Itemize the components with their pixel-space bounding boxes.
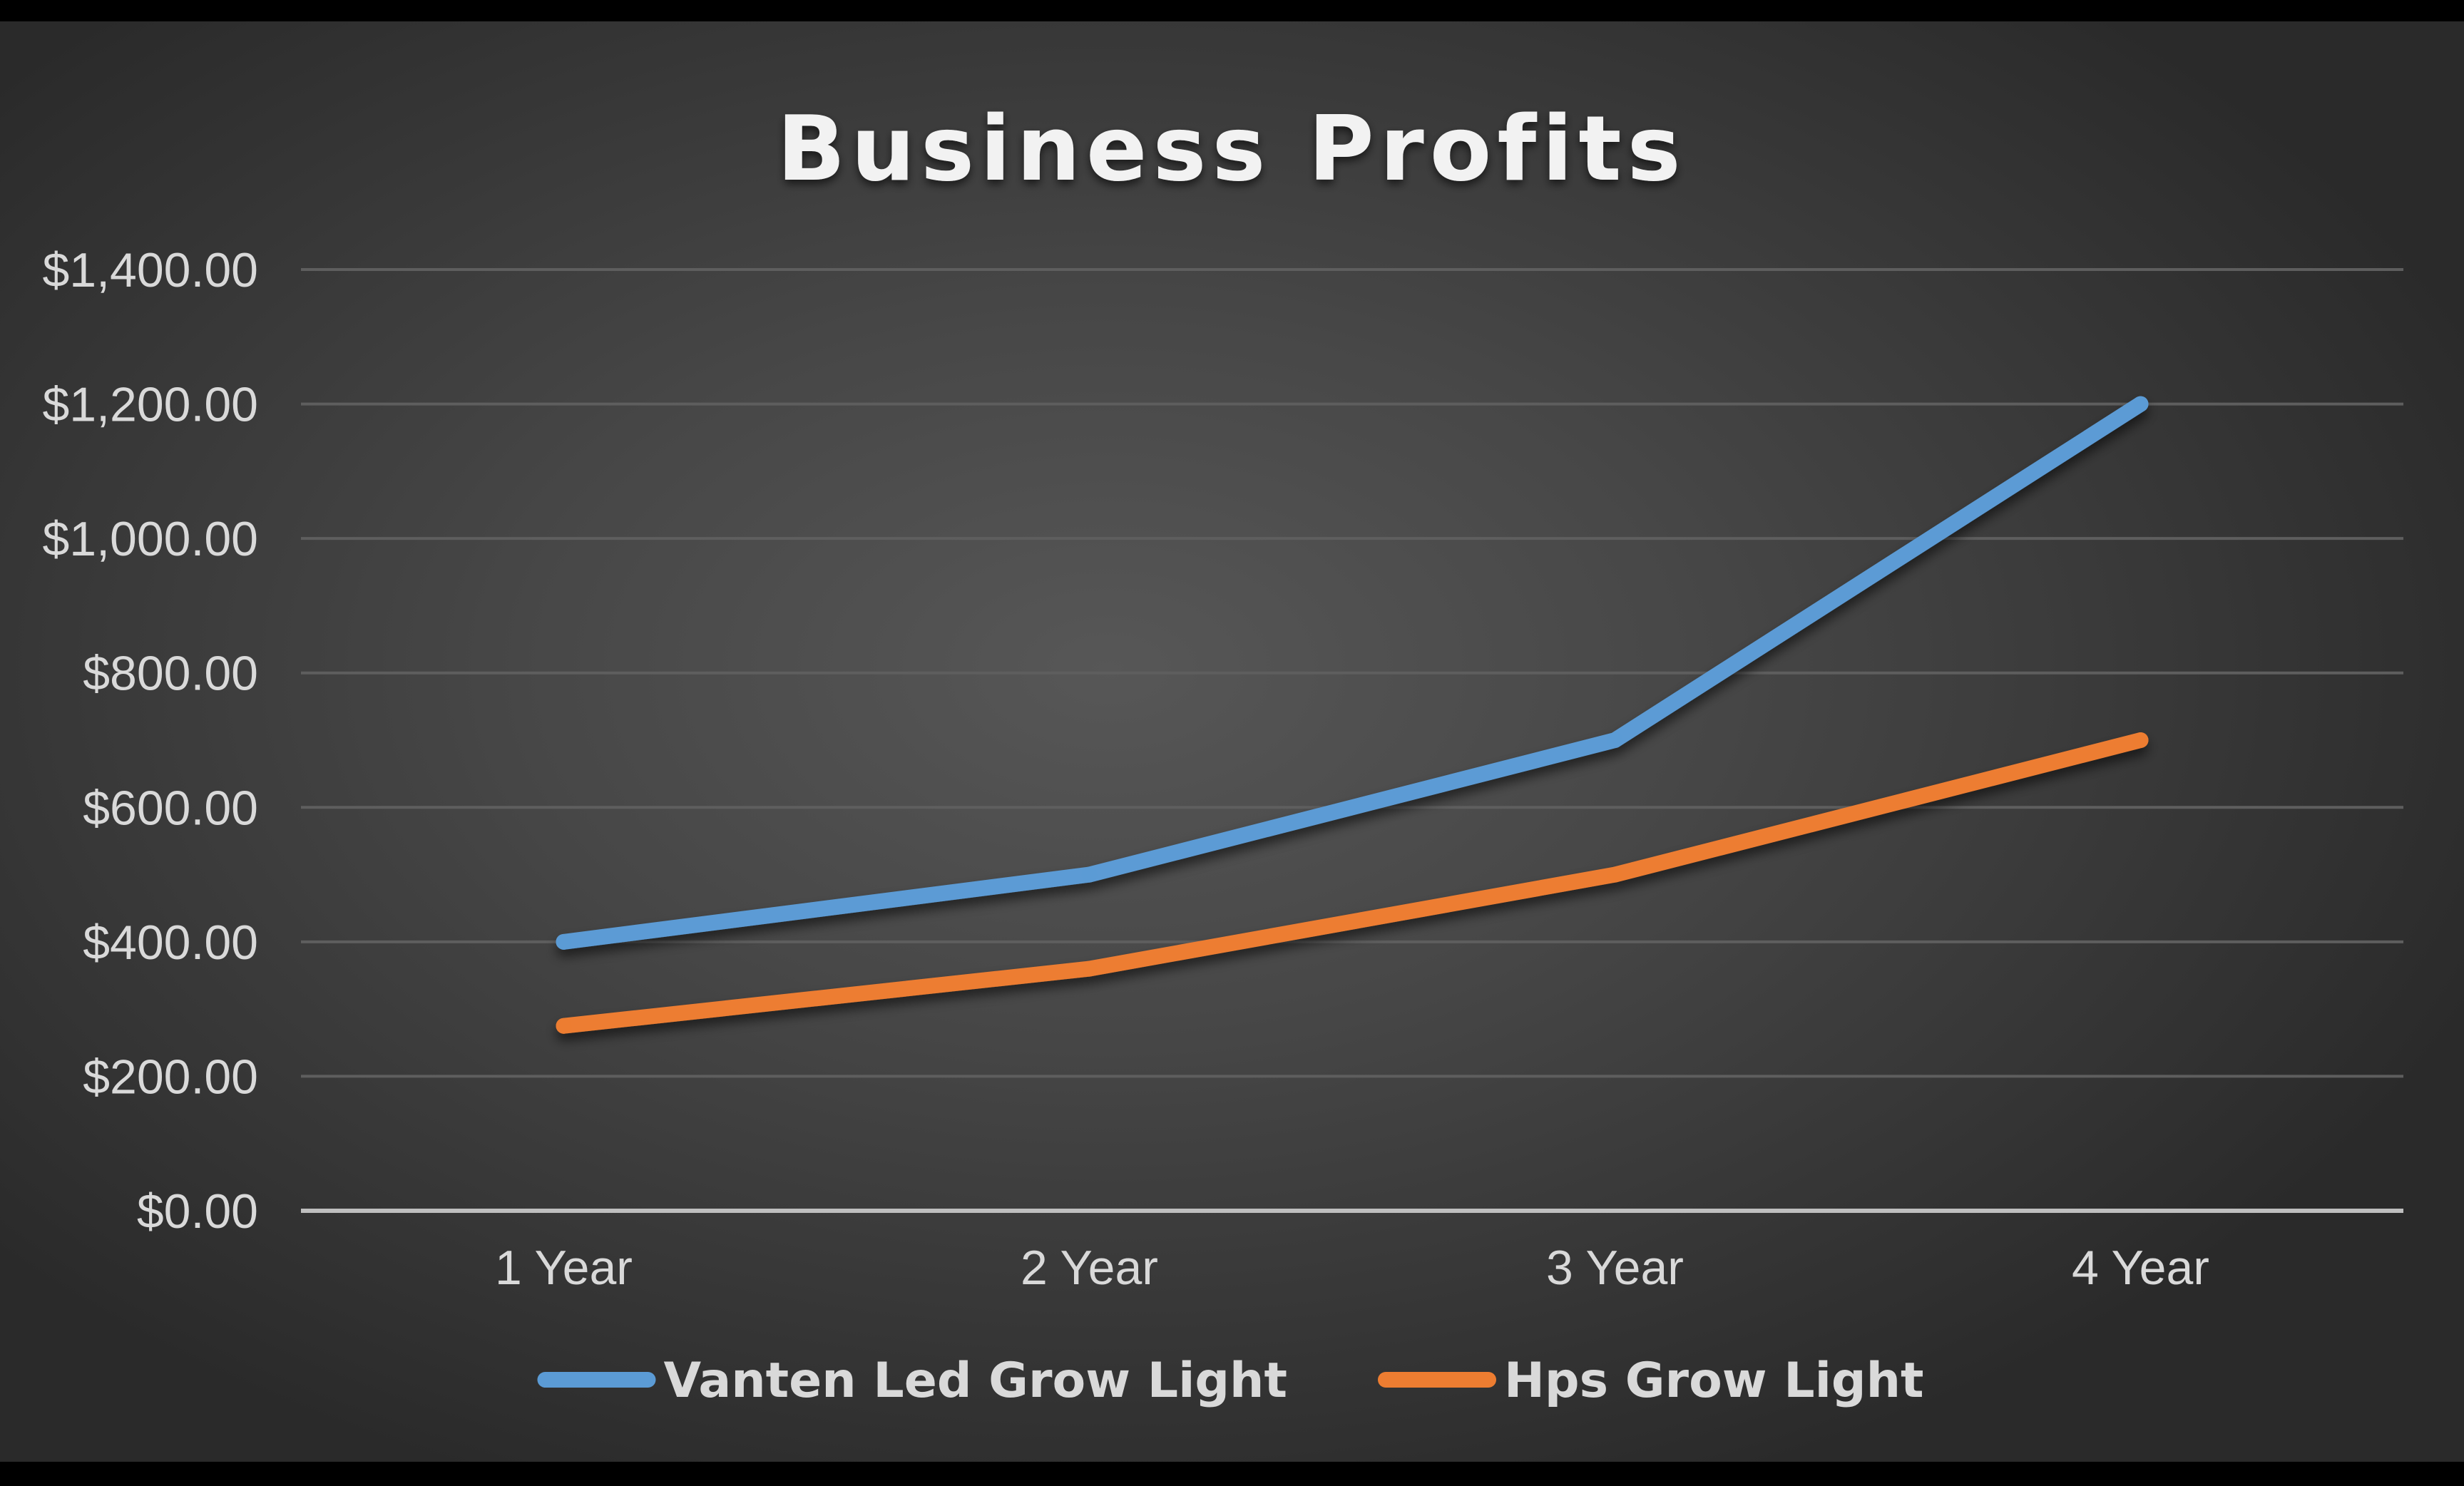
series-1 [556,396,2149,950]
data-point [1607,866,1623,883]
x-tick-label: 3 Year [1546,1241,1684,1295]
x-axis: 1 Year 2 Year 3 Year 4 Year [301,1209,2403,1295]
series-line [556,396,2149,950]
y-tick-label: $1,200.00 [42,378,258,432]
data-point [556,1018,572,1034]
series-lines [556,396,2149,1034]
x-tick-label: 4 Year [2072,1241,2209,1295]
legend-label: Hps Grow Light [1504,1353,1924,1409]
series-line [556,732,2149,1034]
y-tick-label: $600.00 [83,781,258,835]
x-tick-label: 1 Year [495,1241,633,1295]
data-point [556,933,572,950]
data-point [2132,396,2149,412]
x-tick-label: 2 Year [1021,1241,1158,1295]
data-point [1607,732,1623,748]
series-2 [556,732,2149,1034]
y-tick-label: $200.00 [83,1050,258,1104]
chart-title: Business Profits [777,96,1686,201]
y-tick-label: $400.00 [83,916,258,970]
data-point [1081,960,1098,977]
legend: Vanten Led Grow Light Hps Grow Light [537,1353,1924,1409]
y-axis: $0.00 $200.00 $400.00 $600.00 $800.00 $1,000.… [42,243,258,1239]
data-point [2132,732,2149,748]
y-tick-label: $1,400.00 [42,243,258,297]
gridlines [301,268,2403,1078]
y-tick-label: $0.00 [137,1184,258,1239]
y-tick-label: $1,000.00 [42,512,258,566]
y-tick-label: $800.00 [83,647,258,701]
chart-frame: Business Profits $0.00 $200.00 $400.00 $600… [0,21,2464,1462]
data-point [1081,866,1098,883]
legend-label: Vanten Led Grow Light [663,1353,1287,1409]
line-chart: Business Profits $0.00 $200.00 $400.00 $600… [42,96,2403,1409]
